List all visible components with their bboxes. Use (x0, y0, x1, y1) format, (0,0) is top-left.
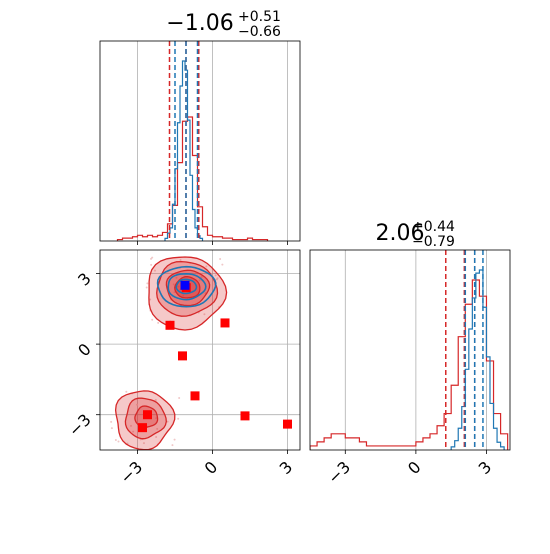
sample-point (145, 451, 147, 453)
sample-point (171, 444, 174, 447)
svg-text:−1.06: −1.06 (166, 11, 233, 36)
tick-label-y-param-2: 0 (74, 340, 95, 361)
tick-label-x-param-2: −3 (324, 457, 354, 487)
sample-point (114, 438, 117, 441)
svg-text:2.06: 2.06 (376, 221, 425, 246)
sample-point (110, 427, 113, 430)
sample-point (179, 258, 182, 261)
sample-point (214, 274, 217, 277)
sample-point (117, 451, 119, 453)
sample-point (157, 321, 160, 324)
sample-point (136, 403, 139, 406)
sample-point (166, 420, 169, 423)
sample-point (145, 286, 148, 289)
sample-point (150, 263, 153, 266)
tick-label-x-param-1: 3 (276, 457, 297, 478)
density-contours (110, 256, 292, 454)
title-param-1-upper: +0.51 (238, 9, 281, 25)
marker-square (143, 410, 152, 420)
title-param-1-main: −1.06 (166, 11, 233, 36)
sample-point (178, 397, 181, 400)
contour-series-b-mid (167, 272, 207, 301)
histograms-top (116, 41, 269, 241)
sample-point (205, 265, 208, 268)
marker-square (283, 419, 292, 429)
sample-point (154, 269, 157, 272)
joint-density-panel (96, 249, 301, 454)
sample-point (129, 424, 132, 427)
tick-label-x-param-2: 3 (475, 457, 496, 478)
title-param-1-lower: −0.66 (238, 24, 281, 40)
sample-point (216, 277, 219, 280)
sample-point (154, 399, 157, 402)
sample-point (198, 279, 201, 282)
gridlines-top (137, 41, 288, 241)
sample-point (173, 438, 176, 441)
truth-marker-square (180, 280, 190, 290)
marginal-histogram-param-1 (99, 40, 301, 245)
marginal-histogram-param-2 (309, 249, 511, 454)
sample-point (177, 285, 180, 288)
sample-point (151, 318, 154, 321)
tick-label-x-param-2: 0 (404, 457, 425, 478)
sample-point (173, 291, 176, 294)
marker-square (178, 351, 187, 361)
sample-point (156, 427, 159, 430)
sample-point (182, 294, 185, 297)
sample-point (110, 420, 113, 423)
sample-point (200, 275, 203, 278)
sample-point (203, 313, 206, 316)
sample-point (150, 257, 153, 260)
marker-square (190, 391, 200, 401)
histogram-series-a (310, 279, 509, 450)
markers (138, 280, 292, 433)
marker-square (138, 423, 147, 433)
sample-point (142, 442, 145, 445)
tick-label-x-param-1: 0 (201, 457, 222, 478)
tick-label-x-param-1: −3 (116, 457, 146, 487)
sample-point (132, 430, 135, 433)
title-param-2-upper: +0.44 (412, 219, 455, 235)
histogram-series-a (116, 116, 269, 241)
title-param-2-lower: −0.79 (412, 234, 455, 250)
sample-point (221, 263, 224, 266)
sample-point (175, 276, 178, 279)
sample-point (219, 258, 222, 261)
marker-square (165, 320, 175, 330)
title-param-2-main: 2.06 (376, 221, 425, 246)
histogram-series-b (450, 269, 505, 450)
sample-point (117, 440, 120, 443)
sample-point (155, 417, 158, 420)
title-param-2: 2.06 +0.44 −0.79 (376, 219, 455, 250)
sample-point (172, 283, 175, 286)
tick-label-y-param-2: 3 (74, 269, 95, 290)
contour-series-b-outer (156, 265, 217, 308)
sample-point (177, 417, 180, 420)
tick-labels: −3 −3 −3 0 0 0 3 3 3 (65, 269, 496, 488)
contour-series-b-inner (175, 278, 198, 295)
title-param-1: −1.06 +0.51 −0.66 (166, 9, 281, 40)
sample-point (125, 390, 128, 393)
marker-square (240, 411, 250, 421)
sample-point (125, 452, 127, 454)
tick-label-y-param-2: −3 (65, 410, 95, 440)
marker-square (220, 318, 230, 328)
axes-frame-joint (99, 249, 301, 451)
axes-frame-right (309, 249, 511, 451)
sample-point (146, 282, 149, 285)
sample-point (155, 436, 158, 439)
histograms-right (310, 250, 509, 450)
axes-frame-top (99, 40, 301, 242)
